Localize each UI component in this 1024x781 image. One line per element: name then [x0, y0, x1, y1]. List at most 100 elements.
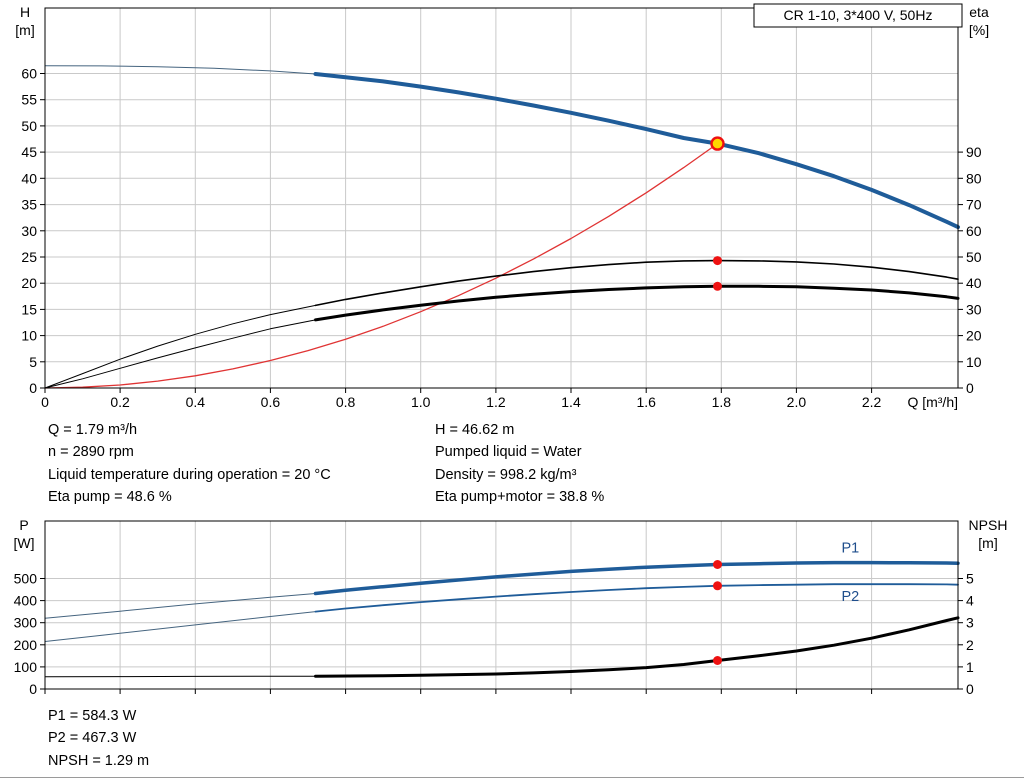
- svg-text:45: 45: [21, 144, 37, 160]
- svg-text:0: 0: [29, 380, 37, 396]
- svg-text:400: 400: [14, 593, 38, 609]
- info-p1: P1 = 584.3 W: [48, 708, 137, 724]
- info-pumped-liquid: Pumped liquid = Water: [435, 444, 582, 461]
- svg-text:300: 300: [14, 615, 38, 631]
- info-liquid-temperature: Liquid temperature during operation = 20…: [48, 466, 331, 483]
- duty-point-marker[interactable]: [710, 136, 725, 151]
- left-axis-title: P [W]: [14, 517, 35, 551]
- info-eta-pump-motor: Eta pump+motor = 38.8 %: [435, 488, 605, 505]
- svg-text:40: 40: [21, 170, 37, 186]
- svg-text:50: 50: [966, 249, 982, 265]
- chart-title: CR 1-10, 3*400 V, 50Hz: [784, 7, 933, 23]
- svg-text:1.0: 1.0: [411, 394, 431, 410]
- series-p1: [313, 560, 960, 596]
- duty-info-left-column: Q = 1.79 m³/h n = 2890 rpm Liquid temper…: [48, 419, 435, 508]
- left-axis-title: H [m]: [15, 4, 34, 38]
- svg-text:70: 70: [966, 197, 982, 213]
- svg-text:[%]: [%]: [969, 22, 989, 38]
- right-axis-title: NPSH [m]: [969, 517, 1008, 551]
- svg-text:10: 10: [966, 354, 982, 370]
- curve-label-P1: P1: [842, 540, 860, 556]
- svg-text:1: 1: [966, 659, 974, 675]
- info-npsh: NPSH = 1.29 m: [48, 752, 150, 769]
- svg-text:1.6: 1.6: [636, 394, 656, 410]
- chart-plot-area[interactable]: [45, 8, 958, 388]
- svg-text:55: 55: [21, 92, 37, 108]
- svg-text:20: 20: [966, 328, 982, 344]
- svg-text:30: 30: [21, 223, 37, 239]
- svg-text:200: 200: [14, 637, 38, 653]
- series-p2: [314, 583, 959, 613]
- svg-text:[m]: [m]: [978, 535, 997, 551]
- series-p2-low-flow: [44, 611, 316, 642]
- svg-text:NPSH: NPSH: [969, 517, 1008, 533]
- svg-text:2: 2: [966, 637, 974, 653]
- svg-text:60: 60: [966, 223, 982, 239]
- series-system-curve: [44, 142, 719, 389]
- svg-text:0.8: 0.8: [336, 394, 356, 410]
- series-p1-low-flow: [44, 593, 316, 619]
- svg-text:2.2: 2.2: [862, 394, 882, 410]
- operating-point-marker: [713, 560, 722, 569]
- series-h-curve-low-flow: [44, 65, 316, 75]
- svg-text:500: 500: [14, 571, 38, 587]
- bottom-divider: [0, 777, 1024, 778]
- axis-ticks: [40, 578, 963, 694]
- svg-text:100: 100: [14, 659, 38, 675]
- series-h-curve: [313, 72, 960, 230]
- series-eta-pump-motor: [314, 284, 960, 322]
- series-eta-pump-low-flow: [44, 304, 316, 389]
- svg-text:[W]: [W]: [14, 535, 35, 551]
- svg-text:80: 80: [966, 170, 982, 186]
- svg-text:eta: eta: [969, 4, 989, 20]
- svg-text:3: 3: [966, 615, 974, 631]
- operating-point-marker: [713, 281, 722, 291]
- info-eta-pump: Eta pump = 48.6 %: [48, 488, 172, 505]
- series-eta-pump: [314, 259, 959, 307]
- operating-point-marker: [713, 581, 722, 591]
- axis-tick-labels: 0 0.2 0.4 0.6 0.8 1.0 1.2 1.4 1.6 1.8 2.0 2.2 0 5 10 15…: [21, 66, 981, 411]
- grid: [45, 521, 958, 689]
- info-head: H = 46.62 m: [435, 422, 515, 438]
- svg-text:4: 4: [966, 593, 974, 609]
- info-p2: P2 = 467.3 W: [48, 730, 137, 747]
- svg-text:0.6: 0.6: [261, 394, 281, 410]
- operating-point-marker: [713, 656, 722, 665]
- duty-info-right-column: H = 46.62 m Pumped liquid = Water Densit…: [435, 419, 604, 508]
- svg-text:30: 30: [966, 301, 982, 317]
- svg-text:1.8: 1.8: [712, 394, 732, 410]
- info-speed: n = 2890 rpm: [48, 444, 134, 461]
- curve-label-P2: P2: [842, 589, 860, 605]
- series-eta-pump-motor-low-flow: [44, 319, 316, 389]
- chart-frame: [44, 7, 959, 389]
- chart-title-box: [753, 3, 963, 28]
- svg-text:90: 90: [966, 144, 982, 160]
- svg-text:0.4: 0.4: [186, 394, 206, 410]
- axis-ticks: [40, 73, 963, 393]
- svg-text:0: 0: [966, 380, 974, 396]
- axis-tick-labels: 0 100 200 300 400 500 0 1 2 3 4 5: [14, 571, 974, 698]
- svg-text:20: 20: [21, 275, 37, 291]
- svg-text:P: P: [19, 517, 28, 533]
- svg-text:5: 5: [29, 354, 37, 370]
- svg-text:15: 15: [21, 301, 37, 317]
- svg-text:5: 5: [966, 571, 974, 587]
- info-flow: Q = 1.79 m³/h: [48, 422, 138, 438]
- power-npsh-chart: 0 100 200 300 400 500 0 1 2 3 4 5 P [W] NPSH [m] P1 P2: [14, 517, 1008, 698]
- svg-text:60: 60: [21, 66, 37, 82]
- svg-text:10: 10: [21, 328, 37, 344]
- svg-text:H: H: [20, 4, 30, 20]
- series-npsh: [314, 616, 960, 678]
- svg-text:[m]: [m]: [15, 22, 34, 38]
- svg-text:0: 0: [41, 394, 49, 410]
- duty-point-info: Q = 1.79 m³/h n = 2890 rpm Liquid temper…: [48, 419, 604, 508]
- qh-eta-chart: 0 0.2 0.4 0.6 0.8 1.0 1.2 1.4 1.6 1.8 2.0 2.2 0 5 10 15…: [15, 3, 989, 411]
- svg-text:2.0: 2.0: [787, 394, 807, 410]
- svg-text:25: 25: [21, 249, 37, 265]
- info-density: Density = 998.2 kg/m³: [435, 466, 577, 483]
- chart-frame: [44, 520, 959, 690]
- svg-text:50: 50: [21, 118, 37, 134]
- svg-text:1.4: 1.4: [561, 394, 581, 410]
- svg-text:0: 0: [966, 681, 974, 697]
